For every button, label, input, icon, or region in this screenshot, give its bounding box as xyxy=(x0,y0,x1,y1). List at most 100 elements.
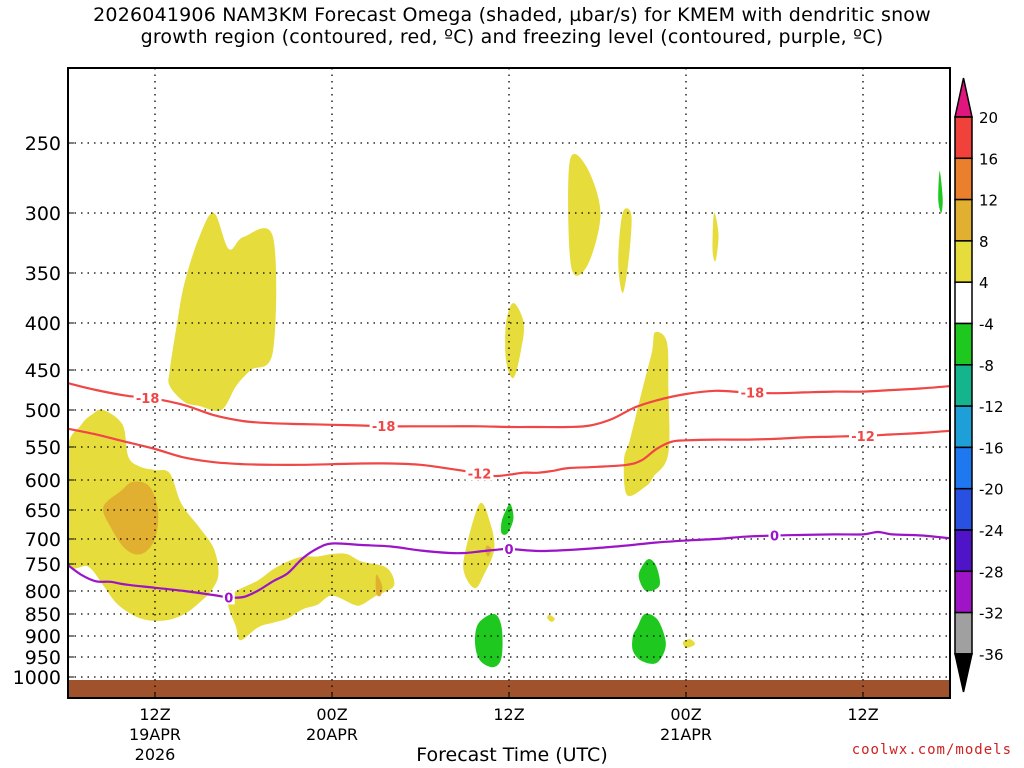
colorbar-label-0: 20 xyxy=(979,109,998,127)
colorbar-box-12_16 xyxy=(954,157,973,201)
colorbar-box-4_8 xyxy=(954,240,973,283)
contour-label-bg-freezing_level_0_C-0 xyxy=(222,590,235,605)
colorbar-label-9: -20 xyxy=(979,481,1004,499)
colorbar-box-m4_4 xyxy=(954,281,973,325)
colorbar-label-12: -32 xyxy=(979,605,1004,623)
contour-label-freezing_level_0_C-1: 0 xyxy=(504,543,513,558)
colorbar-label-10: -24 xyxy=(979,522,1004,540)
omega-region-16 xyxy=(638,559,661,592)
omega-region-3 xyxy=(463,502,495,589)
y-tick-label-250: 250 xyxy=(25,133,61,155)
y-tick-label-750: 750 xyxy=(25,554,61,576)
colorbar-box-m16_m12 xyxy=(954,405,973,449)
y-tick-label-850: 850 xyxy=(25,604,61,626)
colorbar-label-13: -36 xyxy=(979,646,1004,664)
x-tick-label-1-0: 00Z xyxy=(316,705,347,724)
omega-region-17 xyxy=(632,613,666,664)
y-tick-label-600: 600 xyxy=(25,470,61,492)
grid-layer xyxy=(68,68,950,698)
colorbar-box-m36_m32 xyxy=(954,611,973,655)
colorbar-box-m8_m4 xyxy=(954,322,973,366)
omega-region-11 xyxy=(103,481,159,555)
ground-bar xyxy=(68,680,950,698)
contour-label-bg-minus18_C-0 xyxy=(133,391,162,405)
omega-region-9 xyxy=(547,614,555,622)
y-tick-label-300: 300 xyxy=(25,203,61,225)
contour-minus18_C xyxy=(68,382,950,429)
omega-region-10 xyxy=(682,639,695,648)
x-tick-label-0-0: 12Z xyxy=(139,705,170,724)
omega-region-14 xyxy=(500,503,514,535)
contour-label-bg-minus12_C-1 xyxy=(849,428,877,443)
colorbar-label-1: 16 xyxy=(979,150,998,168)
y-tick-label-650: 650 xyxy=(25,500,61,522)
omega-region-7 xyxy=(623,331,670,497)
colorbar-box-m28_m24 xyxy=(954,529,973,573)
x-tick-label-3-1: 21APR xyxy=(660,725,712,744)
colorbar-box-m12_m8 xyxy=(954,364,973,407)
contour-label-bg-freezing_level_0_C-1 xyxy=(503,542,515,556)
contour-label-bg-minus18_C-2 xyxy=(738,385,767,400)
contour-minus12_C xyxy=(68,427,950,478)
colorbar-label-7: -12 xyxy=(979,398,1004,416)
y-tick-label-950: 950 xyxy=(25,647,61,669)
omega-region-5 xyxy=(568,153,601,276)
y-tick-label-800: 800 xyxy=(25,581,61,603)
chart-title-line-1: 2026041906 NAM3KM Forecast Omega (shaded… xyxy=(93,4,931,26)
colorbar-label-5: -4 xyxy=(979,316,994,334)
y-tick-label-500: 500 xyxy=(25,400,61,422)
y-tick-label-550: 550 xyxy=(25,437,61,459)
axes-layer: 2503003504004505005506006507007508008509… xyxy=(13,133,879,764)
x-axis-label: Forecast Time (UTC) xyxy=(416,744,608,766)
credit-text: coolwx.com/models xyxy=(851,742,1012,758)
colorbar: 20 16 12 8 4 -4 -8 -12 -16 -20 -24 -28 -32 -36 xyxy=(954,77,1004,693)
contour-label-minus18_C-0: -18 xyxy=(136,392,160,407)
chart-title-line-2: growth region (contoured, red, ºC) and f… xyxy=(140,26,884,48)
contour-label-freezing_level_0_C-2: 0 xyxy=(770,530,779,545)
colorbar-label-6: -8 xyxy=(979,357,994,375)
omega-region-6 xyxy=(618,208,632,293)
omega-region-1 xyxy=(168,212,277,411)
colorbar-box-16_20 xyxy=(954,116,973,160)
contour-label-minus12_C-1: -12 xyxy=(851,430,875,445)
contour-label-minus18_C-2: -18 xyxy=(741,387,765,402)
contour-label-minus12_C-0: -12 xyxy=(468,467,492,482)
y-tick-label-1000: 1000 xyxy=(13,667,61,689)
colorbar-box-m20_m16 xyxy=(954,446,973,490)
y-tick-label-450: 450 xyxy=(25,360,61,382)
chart-title: 2026041906 NAM3KM Forecast Omega (shaded… xyxy=(0,4,1024,48)
contour-label-minus18_C-1: -18 xyxy=(372,420,396,435)
x-tick-label-0-1: 19APR xyxy=(129,725,181,744)
ground-bar-layer xyxy=(68,680,950,698)
contour-label-bg-minus12_C-0 xyxy=(465,466,494,481)
omega-region-18 xyxy=(938,171,943,213)
colorbar-top-arrow xyxy=(954,77,973,118)
x-tick-label-0-2: 2026 xyxy=(135,745,176,764)
omega-region-8 xyxy=(712,212,719,262)
y-tick-label-900: 900 xyxy=(25,626,61,648)
contour-label-freezing_level_0_C-0: 0 xyxy=(224,591,233,606)
contour-label-bg-freezing_level_0_C-2 xyxy=(768,528,781,543)
omega-region-15 xyxy=(474,613,503,668)
contour-label-bg-minus18_C-1 xyxy=(369,419,398,434)
y-tick-label-400: 400 xyxy=(25,313,61,335)
contour-freezing_level_0_C xyxy=(68,530,950,599)
omega-shading-layer xyxy=(68,153,943,668)
y-tick-label-700: 700 xyxy=(25,529,61,551)
contour-layer: -18 -18 -18 -12 -12 0 0 0 xyxy=(68,382,950,606)
x-tick-label-1-1: 20APR xyxy=(306,725,358,744)
colorbar-label-11: -28 xyxy=(979,563,1004,581)
colorbar-label-3: 8 xyxy=(979,233,989,251)
omega-region-4 xyxy=(505,303,525,379)
colorbar-label-2: 12 xyxy=(979,192,998,210)
colorbar-label-4: 4 xyxy=(979,274,989,292)
x-tick-label-2-0: 12Z xyxy=(493,705,524,724)
x-tick-label-4-0: 12Z xyxy=(847,705,878,724)
colorbar-label-8: -16 xyxy=(979,439,1004,457)
colorbar-box-m24_m20 xyxy=(954,487,973,531)
colorbar-box-8_12 xyxy=(954,198,973,242)
colorbar-bottom-arrow xyxy=(954,653,973,693)
colorbar-box-m32_m28 xyxy=(954,570,973,614)
x-tick-label-3-0: 00Z xyxy=(670,705,701,724)
